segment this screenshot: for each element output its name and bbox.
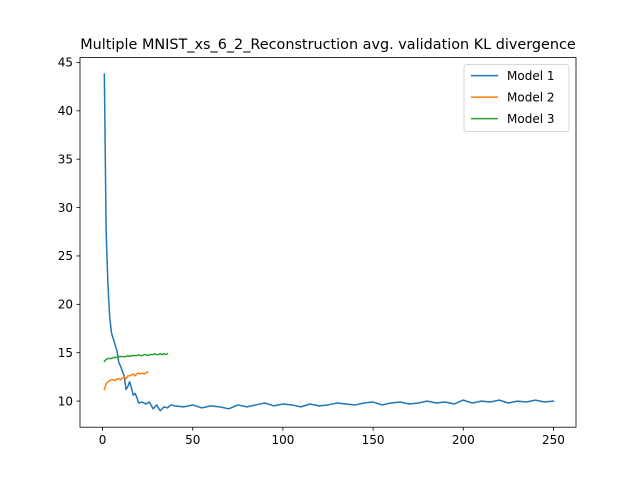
series-line-model-2	[103, 371, 149, 391]
x-tick-label: 200	[452, 433, 475, 447]
y-tick-label: 40	[58, 104, 73, 118]
y-tick-label: 10	[58, 394, 73, 408]
y-tick-label: 35	[58, 152, 73, 166]
legend-label-model-1: Model 1	[507, 69, 554, 83]
y-tick-label: 45	[58, 56, 73, 70]
x-tick-label: 0	[99, 433, 107, 447]
chart-title: Multiple MNIST_xs_6_2_Reconstruction avg…	[80, 37, 576, 53]
legend-label-model-3: Model 3	[507, 112, 554, 126]
legend-label-model-2: Model 2	[507, 90, 554, 104]
y-tick-label: 30	[58, 201, 73, 215]
series-layer	[103, 73, 555, 412]
x-tick-label: 150	[362, 433, 385, 447]
y-tick-label: 25	[58, 249, 73, 263]
x-tick-label: 100	[271, 433, 294, 447]
x-tick-label: 50	[185, 433, 200, 447]
series-line-model-3	[103, 352, 169, 363]
y-tick-label: 20	[58, 298, 73, 312]
x-tick-label: 250	[542, 433, 565, 447]
x-axis: 0 50 100 150 200 250	[99, 427, 565, 447]
y-axis: 10 15 20 25 30 35 40 45	[58, 56, 80, 408]
y-tick-label: 15	[58, 346, 73, 360]
legend-box	[463, 64, 570, 132]
plot-area-frame	[79, 57, 577, 428]
legend: Model 1 Model 2 Model 3	[463, 64, 570, 132]
series-line-model-1	[103, 73, 555, 412]
